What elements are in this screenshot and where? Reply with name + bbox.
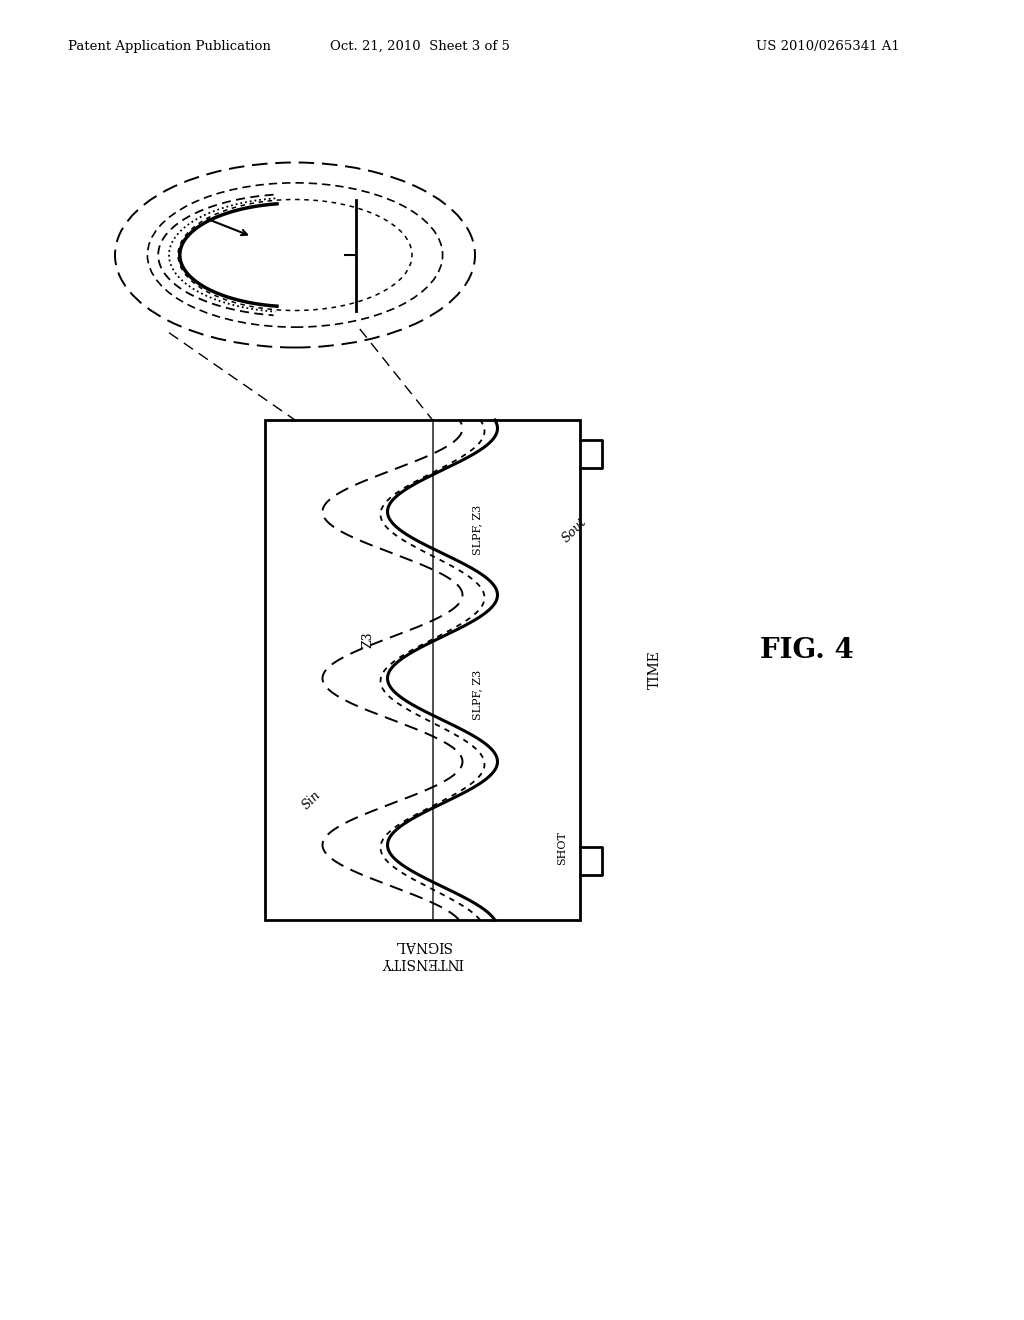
Text: Patent Application Publication: Patent Application Publication — [68, 40, 271, 53]
Text: TIME: TIME — [648, 651, 662, 689]
Text: SLPF, Z3: SLPF, Z3 — [472, 506, 482, 556]
Text: SHOT: SHOT — [557, 832, 567, 865]
Text: US 2010/0265341 A1: US 2010/0265341 A1 — [757, 40, 900, 53]
Text: Sout: Sout — [560, 515, 590, 545]
Text: Z3: Z3 — [361, 632, 374, 648]
Text: Sin: Sin — [300, 788, 324, 812]
Bar — [265, 420, 580, 920]
Text: SIGNAL: SIGNAL — [394, 939, 452, 952]
Text: INTENSITY: INTENSITY — [381, 954, 464, 969]
Text: Oct. 21, 2010  Sheet 3 of 5: Oct. 21, 2010 Sheet 3 of 5 — [330, 40, 510, 53]
Text: FIG. 4: FIG. 4 — [760, 636, 854, 664]
Text: SLPF, Z3: SLPF, Z3 — [472, 669, 482, 719]
